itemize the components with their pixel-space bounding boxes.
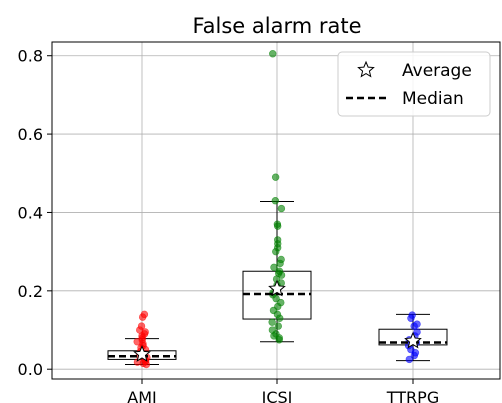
data-point bbox=[277, 271, 286, 279]
x-tick-label: TTRPG bbox=[386, 388, 439, 403]
x-tick-label: ICSI bbox=[262, 388, 293, 403]
data-point bbox=[276, 259, 284, 268]
data-point bbox=[410, 351, 419, 360]
y-tick-label: 0.6 bbox=[18, 125, 43, 144]
plot-layer bbox=[107, 50, 448, 369]
data-point bbox=[268, 318, 276, 326]
data-point bbox=[271, 197, 280, 205]
data-point bbox=[405, 355, 414, 364]
legend-label: Median bbox=[402, 89, 464, 109]
y-tick-label: 0.4 bbox=[18, 203, 43, 222]
box-group-ami bbox=[107, 310, 177, 369]
data-point bbox=[270, 263, 278, 272]
data-point bbox=[407, 314, 415, 322]
y-tick-label: 0.8 bbox=[18, 47, 43, 66]
data-point bbox=[269, 50, 277, 58]
data-point bbox=[275, 314, 284, 322]
data-point bbox=[138, 313, 147, 321]
data-point bbox=[275, 336, 283, 344]
mean-star bbox=[404, 331, 422, 349]
grid-layer bbox=[52, 42, 500, 379]
box-group-ttrpg bbox=[378, 311, 448, 364]
tick-layer: 0.0 0.2 0.4 0.6 0.8 AMI ICSI TTRPG bbox=[18, 47, 440, 403]
chart-title: False alarm rate bbox=[192, 14, 361, 38]
data-point bbox=[277, 204, 286, 213]
legend: Average Median bbox=[337, 51, 491, 117]
data-point bbox=[142, 360, 151, 369]
data-point bbox=[273, 222, 282, 230]
y-tick-label: 0.0 bbox=[18, 360, 43, 379]
axes-frame bbox=[51, 41, 501, 380]
data-point bbox=[274, 322, 283, 330]
legend-box bbox=[337, 51, 491, 117]
legend-star-icon bbox=[357, 60, 375, 78]
mean-star bbox=[133, 345, 151, 362]
box-group-icsi bbox=[242, 50, 312, 344]
mean-star bbox=[268, 279, 286, 297]
y-tick-label: 0.2 bbox=[18, 282, 43, 301]
data-point bbox=[272, 247, 280, 256]
data-point bbox=[410, 322, 418, 330]
x-tick-label: AMI bbox=[127, 388, 156, 403]
data-point bbox=[271, 173, 280, 181]
data-point bbox=[272, 294, 280, 303]
legend-label: Average bbox=[402, 61, 472, 81]
